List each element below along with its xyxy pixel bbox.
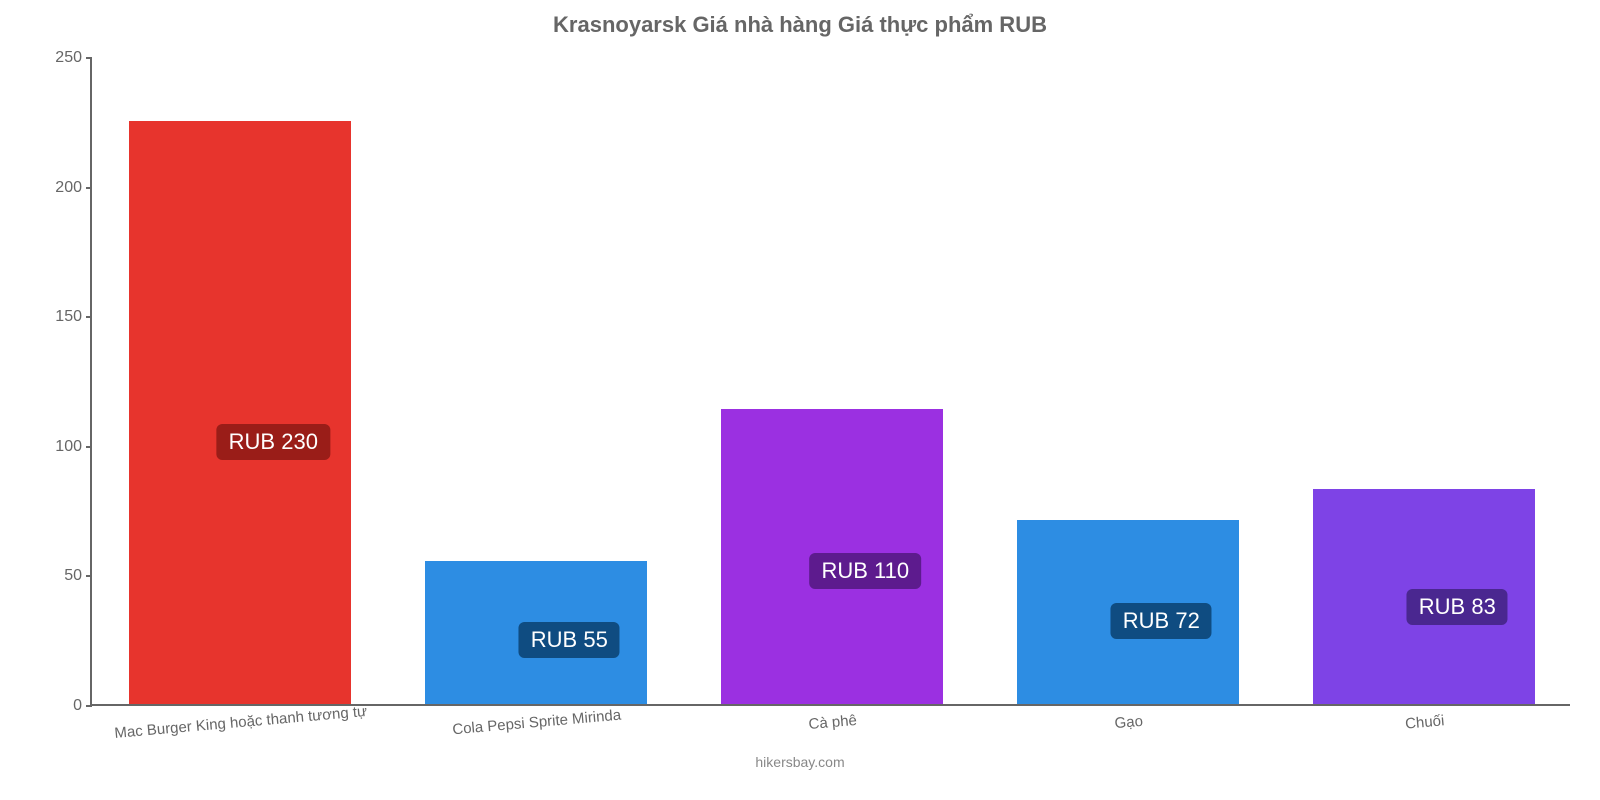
x-tick-label: Cà phê (808, 712, 858, 733)
value-badge: RUB 110 (809, 553, 921, 589)
attribution-text: hikersbay.com (0, 754, 1600, 770)
x-tick-label: Chuối (1404, 712, 1445, 732)
y-tick-mark (86, 705, 92, 707)
bar (129, 121, 351, 704)
value-badge: RUB 55 (519, 622, 620, 658)
bars-container: RUB 230 RUB 55 RUB 110 RUB 72 RUB 83 (92, 58, 1570, 704)
chart-title: Krasnoyarsk Giá nhà hàng Giá thực phẩm R… (0, 0, 1600, 46)
plot-area: 050100150200250 RUB 230RUB 55RUB 110RUB … (90, 58, 1570, 706)
value-badge: RUB 83 (1407, 589, 1508, 625)
x-tick-label: Mac Burger King hoặc thanh tương tự (114, 703, 368, 742)
x-tick-label: Cola Pepsi Sprite Mirinda (452, 707, 622, 739)
value-badge: RUB 72 (1111, 603, 1212, 639)
value-badge: RUB 230 (217, 424, 330, 460)
x-tick-label: Gạo (1114, 713, 1144, 732)
